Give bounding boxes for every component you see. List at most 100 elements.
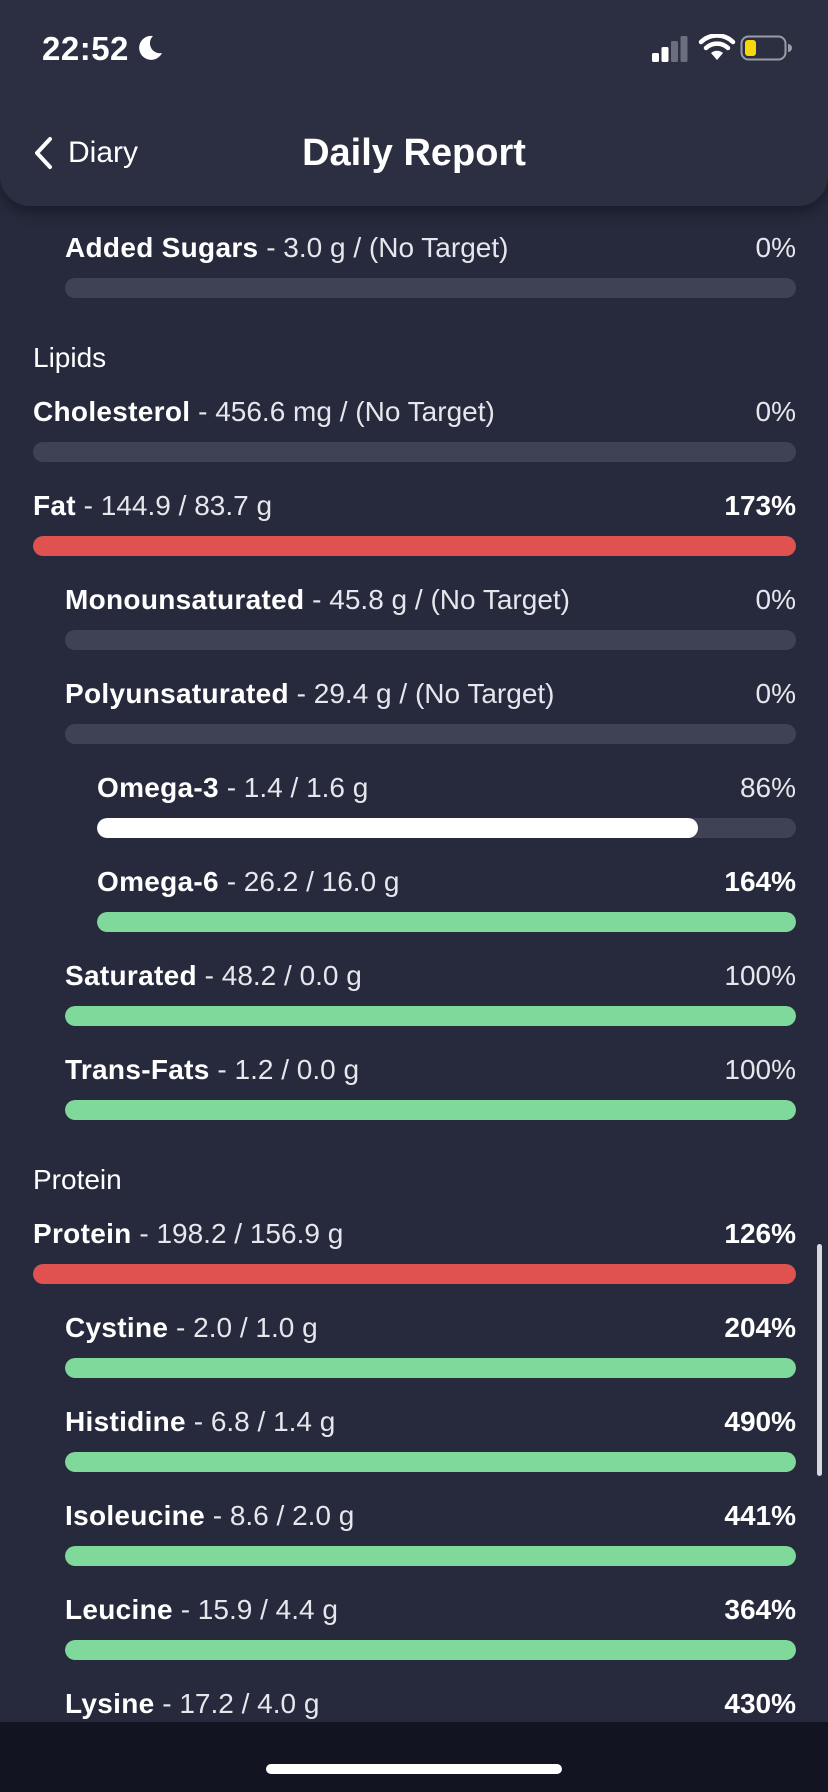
nutrient-name: Lysine: [65, 1688, 155, 1719]
nutrient-name: Polyunsaturated: [65, 678, 289, 709]
nutrient-percent: 173%: [724, 490, 796, 521]
progress-bar-fill: [33, 1264, 796, 1284]
nutrient-row-leucine[interactable]: Leucine - 15.9 / 4.4 g 364%: [65, 1594, 796, 1664]
section-label-protein: Protein: [33, 1164, 122, 1195]
nutrient-row-omega-6[interactable]: Omega-6 - 26.2 / 16.0 g 164%: [97, 866, 796, 936]
progress-bar: [65, 1006, 796, 1026]
nutrient-name: Histidine: [65, 1406, 186, 1437]
nutrient-label-line: Histidine - 6.8 / 1.4 g: [65, 1406, 796, 1446]
progress-bar: [65, 1358, 796, 1378]
nutrient-row-isoleucine[interactable]: Isoleucine - 8.6 / 2.0 g 441%: [65, 1500, 796, 1570]
nutrient-row-omega-3[interactable]: Omega-3 - 1.4 / 1.6 g 86%: [97, 772, 796, 842]
status-time: 22:52: [42, 30, 129, 67]
nutrient-name: Leucine: [65, 1594, 173, 1625]
home-indicator[interactable]: [266, 1764, 562, 1774]
progress-bar: [33, 536, 796, 556]
cellular-signal-icon: [652, 36, 688, 62]
nutrient-percent: 100%: [724, 1054, 796, 1085]
bottom-safe-area: [0, 1722, 828, 1792]
nutrient-row-cholesterol[interactable]: Cholesterol - 456.6 mg / (No Target) 0%: [33, 396, 796, 466]
nutrient-row-histidine[interactable]: Histidine - 6.8 / 1.4 g 490%: [65, 1406, 796, 1476]
nutrient-percent: 204%: [724, 1312, 796, 1343]
chevron-left-icon: [35, 137, 52, 169]
nutrient-percent: 0%: [755, 584, 796, 615]
nutrient-label-line: Lysine - 17.2 / 4.0 g: [65, 1688, 796, 1722]
progress-bar: [65, 724, 796, 744]
nutrient-percent: 441%: [724, 1500, 796, 1531]
battery-icon: [740, 35, 792, 61]
nutrient-amount: - 45.8 g / (No Target): [304, 584, 570, 615]
nutrient-amount: - 1.4 / 1.6 g: [218, 772, 369, 803]
nutrient-row-lysine[interactable]: Lysine - 17.2 / 4.0 g 430%: [65, 1688, 796, 1722]
nutrient-name: Omega-3: [97, 772, 219, 803]
progress-bar: [65, 1100, 796, 1120]
nutrient-row-saturated[interactable]: Saturated - 48.2 / 0.0 g 100%: [65, 960, 796, 1030]
nutrient-amount: - 2.0 / 1.0 g: [168, 1312, 318, 1343]
progress-bar-fill: [97, 818, 699, 838]
section-label-lipids: Lipids: [33, 342, 107, 373]
progress-bar: [97, 818, 796, 838]
nutrient-label-line: Protein - 198.2 / 156.9 g: [33, 1218, 796, 1258]
nutrient-amount: - 8.6 / 2.0 g: [204, 1500, 355, 1531]
progress-bar: [65, 630, 796, 650]
nutrient-name: Cholesterol: [33, 396, 191, 427]
progress-bar-fill: [65, 1452, 796, 1472]
nutrient-row-monounsaturated[interactable]: Monounsaturated - 45.8 g / (No Target) 0…: [65, 584, 796, 654]
nutrient-label-line: Cystine - 2.0 / 1.0 g: [65, 1312, 796, 1352]
nutrient-percent: 0%: [755, 396, 796, 427]
nutrient-name: Protein: [33, 1218, 132, 1249]
nav-header: 22:52 Diary Daily Report: [0, 0, 828, 206]
nutrient-name: Cystine: [65, 1312, 169, 1343]
nutrient-percent: 126%: [724, 1218, 796, 1249]
nutrient-amount: - 198.2 / 156.9 g: [131, 1218, 344, 1249]
nutrient-row-trans-fats[interactable]: Trans-Fats - 1.2 / 0.0 g 100%: [65, 1054, 796, 1124]
nutrient-name: Isoleucine: [65, 1500, 205, 1531]
progress-bar: [65, 1452, 796, 1472]
nutrient-percent: 430%: [724, 1688, 796, 1719]
nutrient-amount: - 48.2 / 0.0 g: [196, 960, 362, 991]
nutrient-label-line: Saturated - 48.2 / 0.0 g: [65, 960, 796, 1000]
nutrient-name: Monounsaturated: [65, 584, 305, 615]
nutrient-amount: - 26.2 / 16.0 g: [218, 866, 400, 897]
nutrient-name: Added Sugars: [65, 232, 259, 263]
progress-bar-fill: [65, 1546, 796, 1566]
progress-bar: [65, 1640, 796, 1660]
nutrient-label-line: Monounsaturated - 45.8 g / (No Target): [65, 584, 796, 624]
nutrient-row-protein[interactable]: Protein - 198.2 / 156.9 g 126%: [33, 1218, 796, 1288]
wifi-icon: [698, 34, 736, 60]
scroll-indicator[interactable]: [817, 1244, 822, 1476]
progress-bar: [65, 278, 796, 298]
nutrient-percent: 364%: [724, 1594, 796, 1625]
nutrient-amount: - 456.6 mg / (No Target): [190, 396, 495, 427]
progress-bar-fill: [65, 1006, 796, 1026]
progress-bar: [97, 912, 796, 932]
report-scroll-area[interactable]: Added Sugars - 3.0 g / (No Target) 0% Li…: [0, 0, 828, 1722]
nutrient-row-cystine[interactable]: Cystine - 2.0 / 1.0 g 204%: [65, 1312, 796, 1382]
nutrient-amount: - 15.9 / 4.4 g: [172, 1594, 338, 1625]
nutrient-label-line: Leucine - 15.9 / 4.4 g: [65, 1594, 796, 1634]
nutrient-amount: - 29.4 g / (No Target): [288, 678, 555, 709]
nutrient-label-line: Isoleucine - 8.6 / 2.0 g: [65, 1500, 796, 1540]
nutrient-name: Omega-6: [97, 866, 219, 897]
progress-bar-fill: [65, 1640, 796, 1660]
nutrient-percent: 0%: [755, 678, 796, 709]
nutrient-label-line: Fat - 144.9 / 83.7 g: [33, 490, 796, 530]
nutrient-amount: - 6.8 / 1.4 g: [185, 1406, 336, 1437]
nutrient-row-added-sugars[interactable]: Added Sugars - 3.0 g / (No Target) 0%: [65, 232, 796, 302]
nutrient-name: Saturated: [65, 960, 197, 991]
nutrient-amount: - 1.2 / 0.0 g: [209, 1054, 360, 1085]
nutrient-name: Fat: [33, 490, 76, 521]
nutrient-label-line: Omega-6 - 26.2 / 16.0 g: [97, 866, 796, 906]
nutrient-amount: - 3.0 g / (No Target): [258, 232, 509, 263]
back-label: Diary: [68, 136, 139, 169]
progress-bar-fill: [65, 1100, 796, 1120]
nutrient-row-fat[interactable]: Fat - 144.9 / 83.7 g 173%: [33, 490, 796, 560]
back-button[interactable]: Diary: [30, 128, 138, 178]
nutrient-label-line: Trans-Fats - 1.2 / 0.0 g: [65, 1054, 796, 1094]
progress-bar: [33, 442, 796, 462]
nutrient-percent: 100%: [724, 960, 796, 991]
nutrient-percent: 490%: [724, 1406, 796, 1437]
nutrient-label-line: Polyunsaturated - 29.4 g / (No Target): [65, 678, 796, 718]
nutrient-amount: - 17.2 / 4.0 g: [154, 1688, 320, 1719]
nutrient-row-polyunsaturated[interactable]: Polyunsaturated - 29.4 g / (No Target) 0…: [65, 678, 796, 748]
